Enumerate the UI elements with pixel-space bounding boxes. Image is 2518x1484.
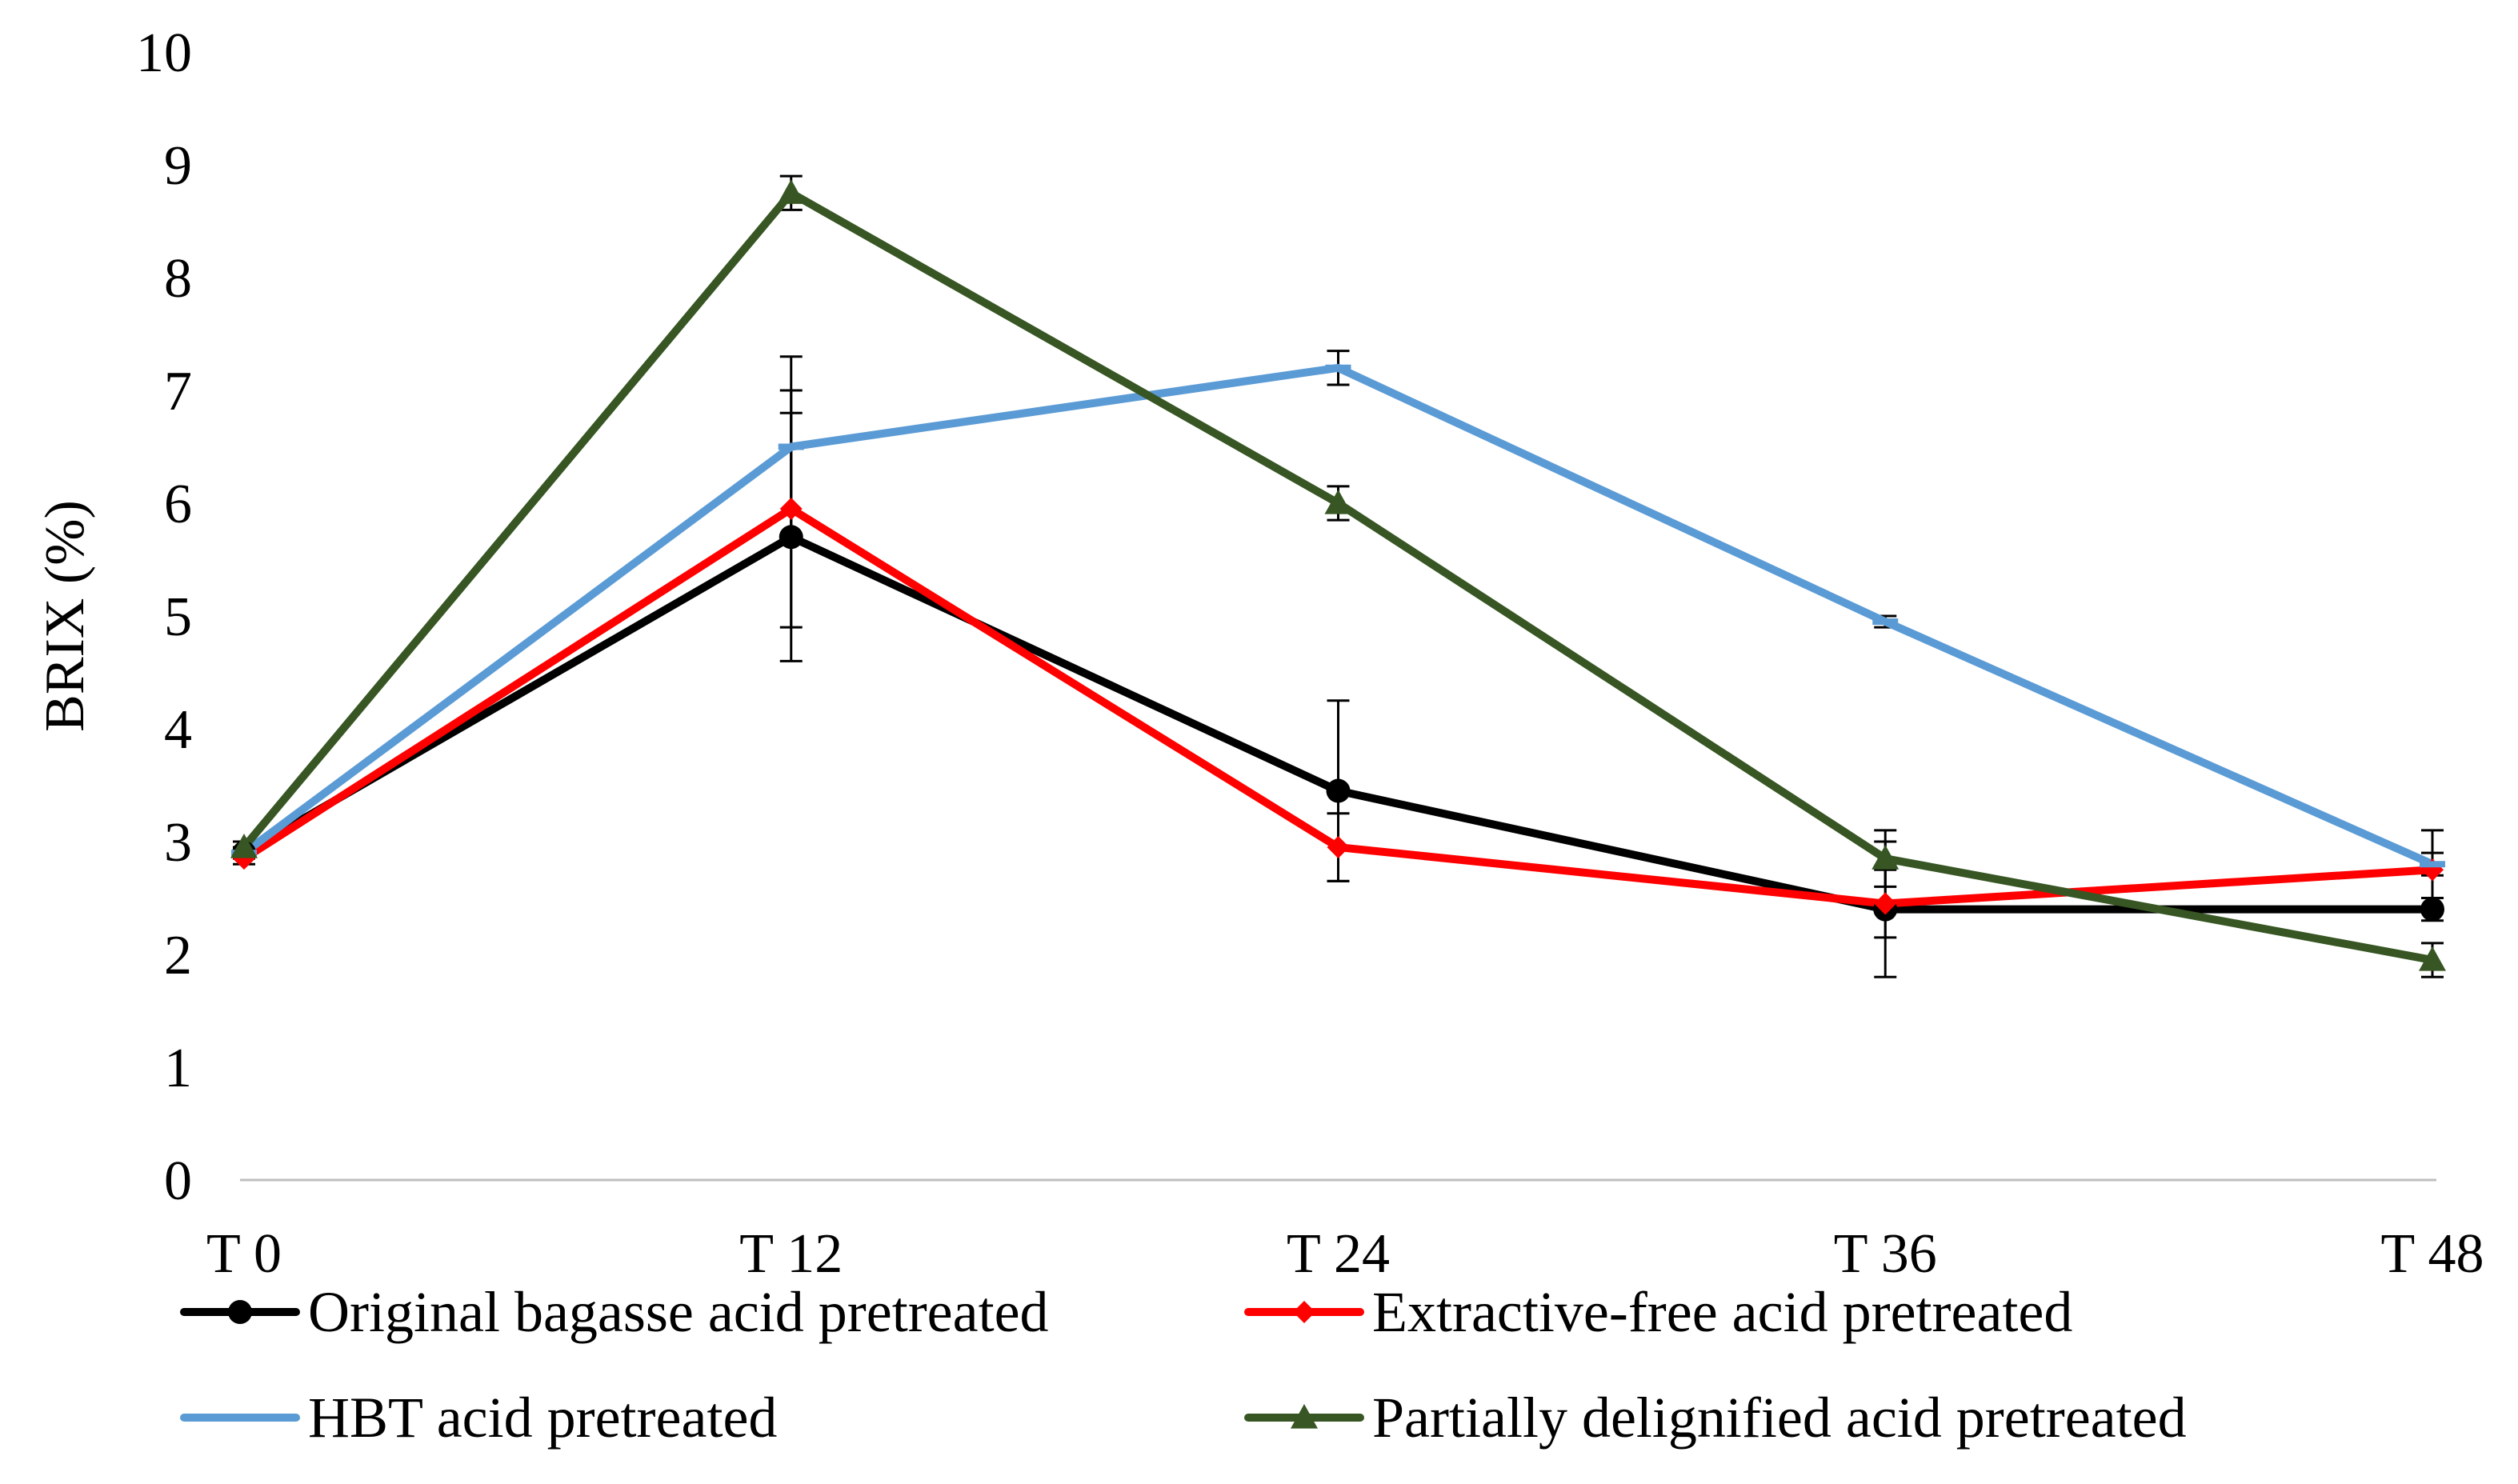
y-tick-label: 3: [164, 812, 192, 874]
y-tick-label: 1: [164, 1038, 192, 1099]
data-point: [230, 834, 258, 858]
data-point: [777, 179, 805, 204]
data-point: [1324, 490, 1352, 514]
y-axis-title: BRIX (%): [34, 500, 96, 732]
legend-swatch-marker: [1291, 1404, 1318, 1429]
x-tick-label: T 0: [206, 1223, 282, 1285]
x-tick-label: T 36: [1834, 1223, 1937, 1285]
y-tick-label: 2: [164, 925, 192, 986]
data-point: [2420, 897, 2444, 922]
y-tick-label: 10: [136, 22, 192, 84]
legend-swatch-marker: [1293, 1301, 1315, 1323]
legend-item: Extractive-free acid pretreated: [1244, 1280, 2072, 1344]
y-tick-label: 9: [164, 135, 192, 197]
x-tick-label: T 48: [2381, 1223, 2484, 1285]
y-tick-label: 6: [164, 474, 192, 535]
y-tick-label: 4: [164, 699, 192, 761]
data-point: [1874, 892, 1897, 915]
data-point: [779, 498, 803, 521]
series-markers: [230, 179, 2446, 971]
y-tick-label: 7: [164, 361, 192, 422]
legend: Original bagasse acid pretreated Extracti…: [180, 1280, 2187, 1450]
data-point: [1327, 836, 1350, 859]
y-tick-label: 5: [164, 586, 192, 648]
data-point: [1326, 778, 1351, 803]
legend-label: Extractive-free acid pretreated: [1372, 1280, 2072, 1344]
x-tick-labels: T 0 T 12 T 24 T 36 T 48: [206, 1223, 2484, 1285]
x-tick-label: T 24: [1287, 1223, 1390, 1285]
y-tick-label: 8: [164, 248, 192, 310]
data-point: [779, 525, 803, 550]
legend-swatch-marker: [228, 1300, 252, 1324]
legend-item: Original bagasse acid pretreated: [180, 1280, 1049, 1344]
x-tick-label: T 12: [739, 1223, 843, 1285]
data-point: [2419, 946, 2446, 971]
data-point: [1871, 845, 1900, 870]
y-tick-labels: 0 1 2 3 4 5 6 7 8 9 10: [136, 22, 192, 1212]
y-tick-label: 0: [164, 1150, 192, 1212]
legend-label: Partially delignified acid pretreated: [1372, 1386, 2187, 1450]
legend-item: HBT acid pretreated: [180, 1386, 777, 1450]
legend-item: Partially delignified acid pretreated: [1244, 1386, 2187, 1450]
series: [230, 174, 2446, 978]
legend-label: HBT acid pretreated: [308, 1386, 777, 1450]
legend-label: Original bagasse acid pretreated: [308, 1280, 1049, 1344]
